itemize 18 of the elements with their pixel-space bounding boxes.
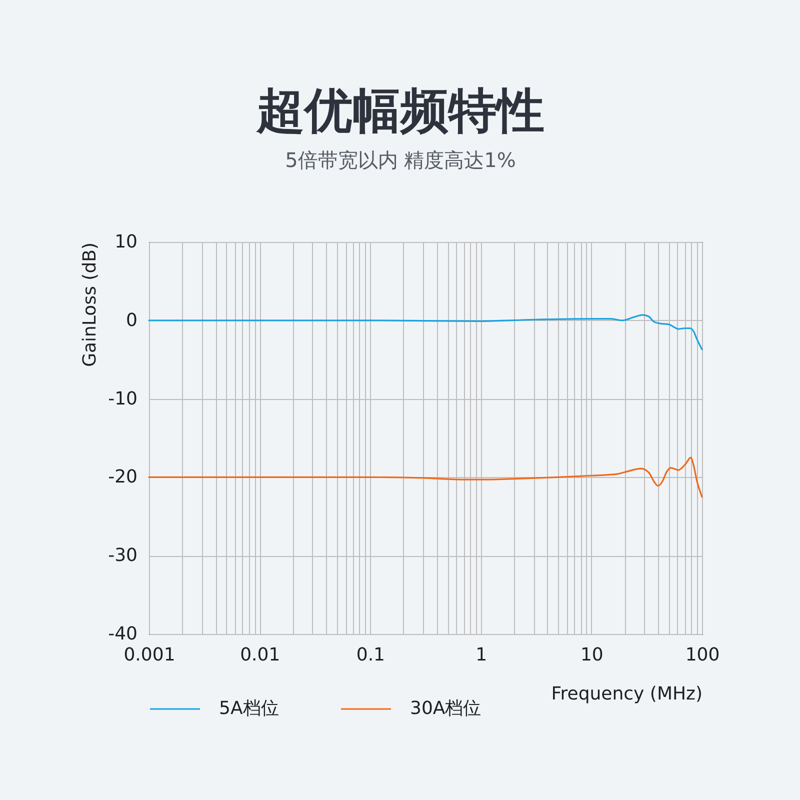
x-tick-label: 10 [580,644,604,666]
chart-subtitle: 5倍带宽以内 精度高达1% [285,148,516,172]
y-tick-label: 0 [126,310,138,331]
x-tick-label: 1 [476,644,488,666]
y-tick-label: -20 [108,466,138,488]
y-tick-label: -30 [108,545,138,566]
x-tick-label: 0.1 [356,644,386,666]
chart-title: 超优幅频特性 [256,83,544,139]
y-tick-label: -40 [108,624,138,644]
y-tick-label: -10 [108,388,138,410]
x-tick-label: 0.01 [240,644,280,666]
x-axis-title: Frequency (MHz) [551,684,702,704]
y-axis-title: GainLoss (dB) [80,242,100,367]
x-tick-label: 0.001 [124,644,176,666]
legend-label: 30A档位 [410,698,482,719]
legend-label: 5A档位 [219,698,279,719]
y-tick-label: 10 [114,232,138,252]
x-tick-label: 100 [685,644,720,666]
